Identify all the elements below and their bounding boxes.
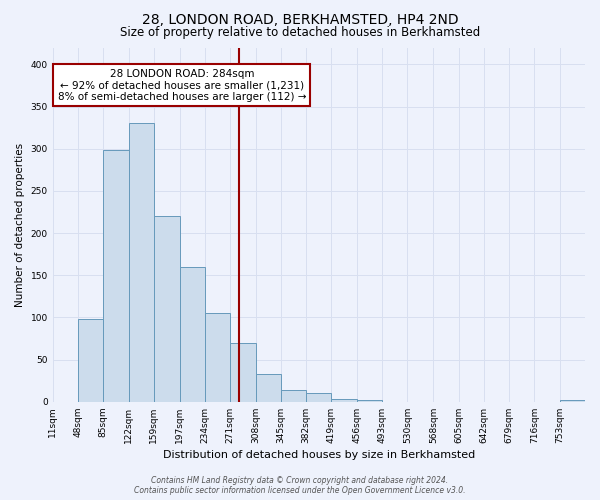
Bar	[205, 313, 230, 402]
Bar	[154, 216, 180, 402]
Bar	[103, 150, 128, 402]
Y-axis label: Number of detached properties: Number of detached properties	[15, 142, 25, 306]
Text: 28, LONDON ROAD, BERKHAMSTED, HP4 2ND: 28, LONDON ROAD, BERKHAMSTED, HP4 2ND	[142, 12, 458, 26]
Bar	[281, 390, 306, 402]
Text: Size of property relative to detached houses in Berkhamsted: Size of property relative to detached ho…	[120, 26, 480, 39]
Bar	[331, 400, 357, 402]
Bar	[560, 400, 585, 402]
Bar	[357, 400, 382, 402]
Text: 28 LONDON ROAD: 284sqm
← 92% of detached houses are smaller (1,231)
8% of semi-d: 28 LONDON ROAD: 284sqm ← 92% of detached…	[58, 68, 306, 102]
Bar	[256, 374, 281, 402]
Bar	[306, 394, 331, 402]
Text: Contains HM Land Registry data © Crown copyright and database right 2024.
Contai: Contains HM Land Registry data © Crown c…	[134, 476, 466, 495]
Bar	[78, 319, 103, 402]
Bar	[180, 267, 205, 402]
Bar	[128, 124, 154, 402]
X-axis label: Distribution of detached houses by size in Berkhamsted: Distribution of detached houses by size …	[163, 450, 475, 460]
Bar	[230, 343, 256, 402]
